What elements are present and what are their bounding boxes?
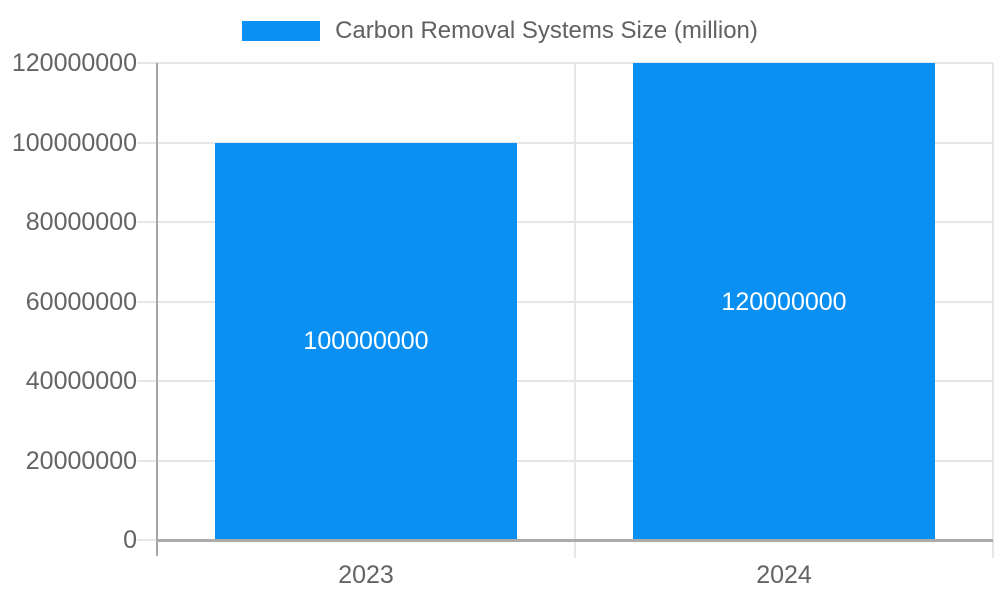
- legend-label: Carbon Removal Systems Size (million): [335, 17, 758, 44]
- y-axis-tick-label: 40000000: [25, 367, 137, 395]
- x-axis-tick-label: 2023: [338, 561, 394, 589]
- legend: Carbon Removal Systems Size (million): [0, 17, 1000, 45]
- y-axis-tick: [137, 300, 157, 303]
- legend-swatch: [242, 21, 321, 41]
- bar-2023: [215, 142, 517, 540]
- y-axis-line: [156, 63, 158, 556]
- y-axis-tick-label: 120000000: [11, 49, 137, 77]
- y-axis-tick-label: 80000000: [25, 208, 137, 236]
- bar-value-label: 120000000: [721, 287, 847, 316]
- bar-value-label: 100000000: [303, 327, 429, 356]
- bar-2024: [633, 63, 935, 540]
- y-axis-tick-label: 100000000: [11, 128, 137, 157]
- x-axis-tick-label: 2024: [756, 561, 812, 589]
- category-boundary-gridline: [574, 63, 576, 558]
- y-axis-tick: [137, 221, 157, 223]
- y-axis-tick: [137, 459, 157, 462]
- y-axis-tick-label: 0: [123, 526, 137, 554]
- y-axis-tick-label: 60000000: [25, 287, 137, 316]
- y-axis-tick: [137, 539, 157, 541]
- y-axis-tick: [137, 380, 157, 382]
- y-axis-tick-label: 20000000: [25, 446, 137, 475]
- y-axis-tick: [137, 141, 157, 144]
- x-axis-baseline: [156, 538, 993, 542]
- y-axis-tick: [137, 62, 157, 64]
- category-boundary-gridline: [992, 63, 994, 558]
- plot-area: 0 20000000 40000000 60000000 80000000 1000000…: [12, 49, 994, 589]
